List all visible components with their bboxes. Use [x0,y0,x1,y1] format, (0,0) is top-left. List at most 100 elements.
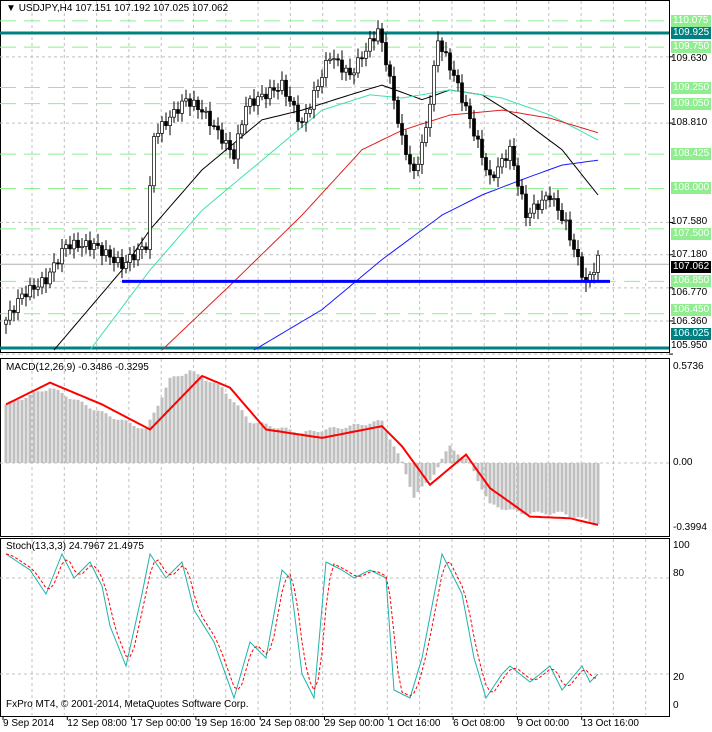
macd-histogram-bar [116,419,120,463]
macd-histogram-bar [68,398,72,463]
macd-histogram-bar [556,463,560,512]
macd-histogram-bar [284,427,288,463]
macd-histogram-bar [412,463,416,498]
macd-histogram-bar [236,405,240,463]
candle-body [60,248,64,265]
level-price-label: 108.000 [671,182,711,195]
macd-histogram-bar [196,374,200,463]
stoch-signal-line [5,553,598,697]
candle-body [312,90,316,110]
collapse-triangle-icon[interactable]: ▼ [6,3,16,14]
candle-body [44,277,48,285]
macd-histogram-bar [264,423,268,463]
macd-histogram-bar [80,401,84,463]
candle-body [512,145,516,167]
macd-histogram-bar [320,431,324,463]
macd-histogram-bar [144,428,148,463]
macd-histogram-bar [224,393,228,463]
candle-body [412,163,416,171]
macd-histogram-bar [344,427,348,463]
candle-body [388,64,392,77]
macd-histogram-bar [280,427,284,463]
macd-histogram-bar [268,426,272,463]
macd-histogram-bar [372,421,376,463]
candle-body [484,157,488,171]
macd-histogram-bar [252,423,256,463]
candle-body [28,285,32,298]
macd-histogram-bar [72,399,76,463]
candle-body [420,142,424,165]
candle-body [112,256,116,264]
macd-histogram-bar [44,390,48,463]
macd-histogram-bar [56,389,60,463]
candle-body [104,249,108,256]
candle-body [528,212,532,219]
candle-body [280,79,284,91]
candle-body [500,158,504,168]
macd-histogram-bar [8,401,12,463]
candle-body [168,116,172,126]
candle-body [444,51,448,54]
candle-body [200,109,204,113]
candle-body [128,254,132,263]
candle-body [284,79,288,97]
candle-body [296,104,300,122]
candle-body [152,136,156,187]
time-axis-label: 12 Sep 08:00 [67,718,127,729]
macd-histogram-bar [552,463,556,514]
stoch-axis-label: 80 [673,568,685,579]
candle-body [516,165,520,187]
candle-body [372,38,376,42]
stoch-title: Stoch(13,3,3) 24.7967 21.4975 [6,541,144,552]
candle-body [472,118,476,137]
macd-histogram-bar [380,420,384,463]
candle-body [432,65,436,105]
price-axis-label: 107.580 [671,216,708,228]
macd-histogram-bar [524,463,528,515]
candle-body [184,98,188,102]
candle-body [264,93,268,100]
candle-body [308,108,312,114]
time-axis-label: 24 Sep 08:00 [260,718,320,729]
level-price-label: 106.025 [671,328,711,340]
candle-body [596,254,600,273]
macd-histogram-bar [416,463,420,492]
macd-histogram-bar [568,463,572,517]
candle-body [144,246,148,250]
macd-histogram-bar [348,425,352,463]
candle-body [408,154,412,165]
candle-body [580,256,584,278]
macd-histogram-bar [428,463,432,481]
macd-panel-frame [0,358,670,537]
macd-histogram-bar [408,463,412,487]
level-price-label: 109.250 [671,81,711,94]
time-axis-label: 6 Oct 08:00 [453,718,505,729]
candle-body [32,285,36,290]
candle-body [156,132,160,137]
macd-histogram-bar [96,410,100,463]
candle-body [328,58,332,61]
level-price-label: 108.425 [671,148,711,161]
macd-histogram-bar [136,428,140,463]
candle-body [188,98,192,107]
macd-histogram-bar [456,454,460,463]
macd-histogram-bar [232,402,236,463]
level-price-label: 110.075 [671,14,711,27]
macd-histogram-bar [288,429,292,463]
candle-body [160,121,164,134]
candle-body [8,309,12,321]
candle-body [468,105,472,120]
macd-histogram-bar [532,463,536,513]
candle-body [148,185,152,250]
macd-histogram-bar [328,427,332,463]
macd-histogram-bar [332,427,336,463]
candle-body [272,87,276,91]
candle-body [80,246,84,248]
candle-body [352,72,356,76]
macd-histogram-bar [444,451,448,463]
candle-body [124,262,128,269]
macd-histogram-bar [492,463,496,505]
macd-histogram-bar [536,463,540,512]
macd-histogram-bar [12,400,16,463]
